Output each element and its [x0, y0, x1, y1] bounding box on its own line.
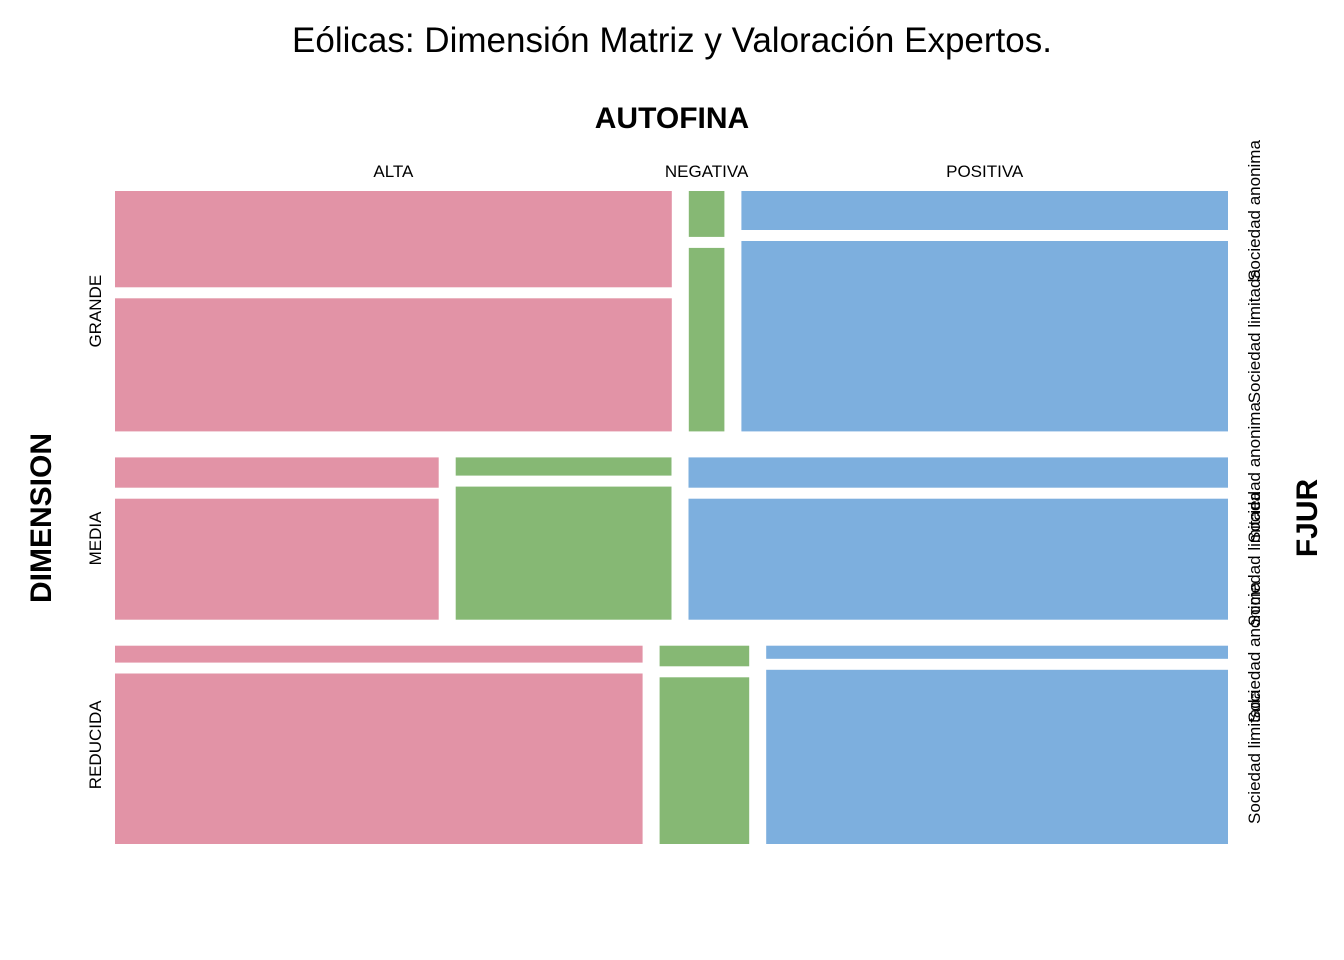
tile-reducida-positiva-sociedad-anonima: [766, 645, 1228, 659]
column-label-positiva: POSITIVA: [946, 162, 1024, 181]
tile-grande-negativa-sociedad-anonima: [688, 191, 725, 237]
tile-reducida-alta-sociedad-limitada: [115, 673, 643, 844]
tile-media-positiva-sociedad-anonima: [688, 457, 1228, 488]
split-label-sociedad-limitada: Sociedad limitada: [1245, 689, 1264, 824]
row-label-grande: GRANDE: [86, 275, 105, 348]
column-label-negativa: NEGATIVA: [665, 162, 749, 181]
column-label-alta: ALTA: [373, 162, 414, 181]
column-variable-title: AUTOFINA: [595, 102, 749, 135]
split-label-sociedad-anonima: Sociedad anonima: [1245, 140, 1264, 281]
split-variable-title: FJUR: [1291, 478, 1324, 557]
tile-media-negativa-sociedad-limitada: [455, 486, 672, 620]
row-label-media: MEDIA: [86, 511, 105, 566]
tile-grande-alta-sociedad-anonima: [115, 191, 672, 288]
tile-reducida-negativa-sociedad-anonima: [659, 645, 750, 667]
tile-reducida-alta-sociedad-anonima: [115, 645, 643, 663]
split-label-sociedad-limitada: Sociedad limitada: [1245, 269, 1264, 404]
tile-grande-positiva-sociedad-anonima: [741, 191, 1228, 230]
tile-reducida-negativa-sociedad-limitada: [659, 677, 750, 844]
row-level-labels: GRANDE MEDIA REDUCIDA: [86, 275, 105, 789]
tile-reducida-positiva-sociedad-limitada: [766, 669, 1228, 844]
split-label-sociedad-anonima: Sociedad anonima: [1245, 581, 1264, 722]
row-variable-title: DIMENSION: [25, 433, 58, 603]
tile-grande-negativa-sociedad-limitada: [688, 247, 725, 432]
chart-title: Eólicas: Dimensión Matriz y Valoración E…: [292, 21, 1052, 60]
row-label-reducida: REDUCIDA: [86, 700, 105, 789]
tile-media-negativa-sociedad-anonima: [455, 457, 672, 476]
split-label-sociedad-limitada: Sociedad limitada: [1245, 492, 1264, 627]
tile-media-positiva-sociedad-limitada: [688, 498, 1228, 620]
tile-media-alta-sociedad-anonima: [115, 457, 439, 488]
column-level-labels: ALTA NEGATIVA POSITIVA: [373, 162, 1024, 181]
tile-grande-alta-sociedad-limitada: [115, 298, 672, 432]
tile-media-alta-sociedad-limitada: [115, 498, 439, 620]
tile-grande-positiva-sociedad-limitada: [741, 241, 1228, 432]
mosaic-tiles: [115, 191, 1228, 844]
split-label-sociedad-anonima: Sociedad anonima: [1245, 402, 1264, 543]
